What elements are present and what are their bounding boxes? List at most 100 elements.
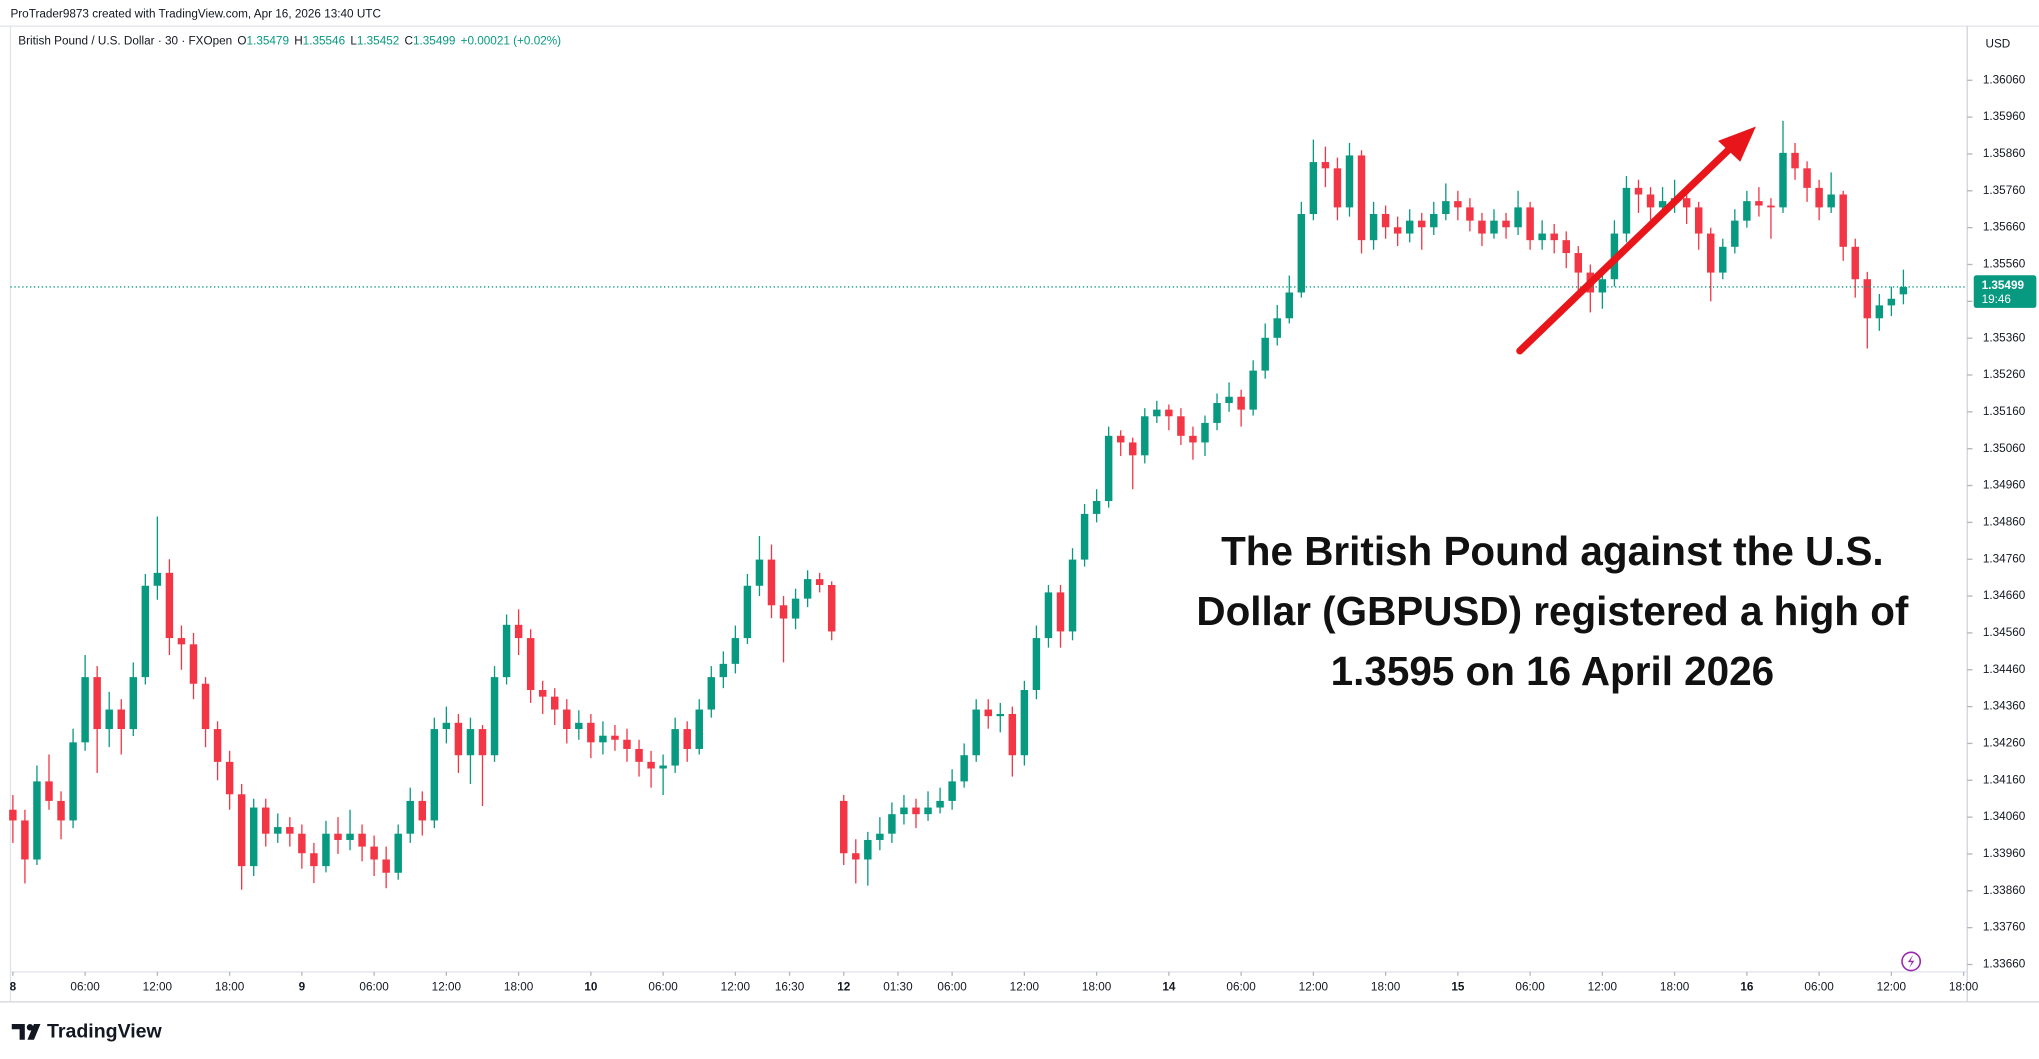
candle-body bbox=[948, 781, 956, 801]
x-tick-label: 18:00 bbox=[1660, 981, 1690, 994]
candle-body bbox=[1454, 201, 1462, 208]
legend-header: British Pound / U.S. Dollar · 30 · FXOpe… bbox=[18, 35, 561, 48]
candle-body bbox=[1743, 201, 1751, 221]
candle-body bbox=[1755, 201, 1763, 206]
candle-body bbox=[117, 709, 125, 730]
candle-body bbox=[599, 735, 607, 743]
candle-body bbox=[779, 605, 788, 619]
candle-body bbox=[1502, 220, 1510, 228]
y-tick-label: 1.34560 bbox=[1983, 626, 2026, 639]
x-tick-label: 01:30 bbox=[883, 981, 913, 994]
alert-icon[interactable] bbox=[1901, 951, 1922, 972]
x-tick-label: 12:00 bbox=[721, 981, 751, 994]
candle-body bbox=[1044, 592, 1053, 639]
candle-body bbox=[1875, 305, 1884, 319]
alert-bolt[interactable] bbox=[1907, 954, 1915, 968]
candle-body bbox=[1682, 198, 1691, 208]
y-tick-label: 1.36060 bbox=[1983, 73, 2026, 86]
candle-body bbox=[1538, 233, 1546, 241]
y-tick-label: 1.35260 bbox=[1983, 368, 2026, 381]
candle-body bbox=[1249, 370, 1257, 410]
candle-body bbox=[1815, 187, 1823, 208]
candle-body bbox=[225, 761, 234, 795]
candle-body bbox=[33, 781, 41, 860]
arrow-head bbox=[1718, 126, 1756, 162]
y-tick-label: 1.34360 bbox=[1983, 700, 2026, 713]
candle-body bbox=[563, 709, 571, 730]
y-tick-label: 1.35360 bbox=[1983, 331, 2026, 344]
candle-body bbox=[322, 833, 330, 867]
x-tick-label: 12:00 bbox=[1588, 981, 1618, 994]
x-tick-label: 18:00 bbox=[504, 981, 534, 994]
candle-body bbox=[888, 814, 896, 834]
x-tick-label: 12:00 bbox=[432, 981, 462, 994]
candle-body bbox=[912, 807, 920, 815]
candle-body bbox=[1165, 409, 1173, 417]
y-tick-label: 1.35660 bbox=[1983, 221, 2026, 234]
candle-body bbox=[1309, 162, 1318, 215]
candle-body bbox=[1345, 155, 1354, 208]
candle-body bbox=[1068, 559, 1077, 632]
y-tick-label: 1.35860 bbox=[1983, 147, 2026, 160]
candle-body bbox=[659, 765, 667, 769]
x-tick-label: 06:00 bbox=[70, 981, 100, 994]
y-tick-label: 1.34060 bbox=[1983, 810, 2026, 823]
x-tick-label: 15 bbox=[1451, 981, 1465, 994]
ohlc-label: H bbox=[294, 35, 302, 48]
candle-body bbox=[406, 800, 414, 834]
candle-body bbox=[490, 677, 499, 756]
candle-body bbox=[502, 624, 511, 678]
candle-body bbox=[1092, 501, 1101, 514]
annotation-line: Dollar (GBPUSD) registered a high of bbox=[1196, 588, 1909, 634]
candle-body bbox=[1333, 168, 1342, 208]
y-tick-label: 1.35160 bbox=[1983, 405, 2026, 418]
candle-body bbox=[1779, 152, 1787, 208]
candle-body bbox=[442, 722, 451, 730]
logo-mark bbox=[11, 1024, 25, 1040]
x-tick-label: 18:00 bbox=[1949, 981, 1979, 994]
candle-body bbox=[972, 709, 980, 756]
candle-body bbox=[1887, 298, 1896, 306]
candle-body bbox=[1598, 279, 1607, 293]
logo-dot bbox=[26, 1024, 34, 1031]
open-value: 1.35479 bbox=[247, 35, 289, 48]
candle-body bbox=[1731, 220, 1739, 247]
y-tick-label: 1.34460 bbox=[1983, 663, 2026, 676]
candle-body bbox=[93, 677, 101, 730]
x-tick-label: 06:00 bbox=[1515, 981, 1545, 994]
candle-body bbox=[707, 677, 716, 710]
candle-body bbox=[526, 638, 535, 691]
candle-body bbox=[1803, 168, 1811, 188]
candle-body bbox=[1839, 194, 1847, 247]
candle-body bbox=[1297, 214, 1306, 293]
candle-body bbox=[587, 722, 595, 743]
candle-body bbox=[1707, 233, 1715, 273]
candle-body bbox=[924, 807, 932, 815]
x-tick-label: 06:00 bbox=[359, 981, 389, 994]
y-tick-label: 1.35560 bbox=[1983, 258, 2026, 271]
candle-body bbox=[1791, 152, 1799, 169]
candle-body bbox=[1381, 214, 1390, 228]
candle-body bbox=[575, 722, 583, 730]
candle-body bbox=[840, 800, 848, 854]
candle-body bbox=[864, 839, 872, 860]
symbol-title: British Pound / U.S. Dollar · 30 · FXOpe… bbox=[18, 35, 232, 48]
candle-body bbox=[1189, 435, 1197, 443]
candle-body bbox=[827, 585, 836, 632]
candle-body bbox=[791, 598, 800, 619]
brand-logo: TradingView bbox=[11, 1021, 163, 1043]
low-value: 1.35452 bbox=[357, 35, 399, 48]
y-tick-label: 1.34660 bbox=[1983, 589, 2026, 602]
candle-body bbox=[1694, 207, 1703, 234]
y-tick-label: 1.33760 bbox=[1983, 921, 2026, 934]
candle-body bbox=[1369, 214, 1378, 241]
candle-body bbox=[21, 820, 29, 860]
candle-body bbox=[1899, 286, 1908, 295]
candle-body bbox=[623, 739, 631, 749]
y-tick-label: 1.34760 bbox=[1983, 552, 2026, 565]
candle-body bbox=[876, 833, 884, 840]
ohlc-label: L bbox=[350, 35, 357, 48]
alert-circle[interactable] bbox=[1901, 951, 1922, 972]
candle-body bbox=[370, 846, 378, 860]
